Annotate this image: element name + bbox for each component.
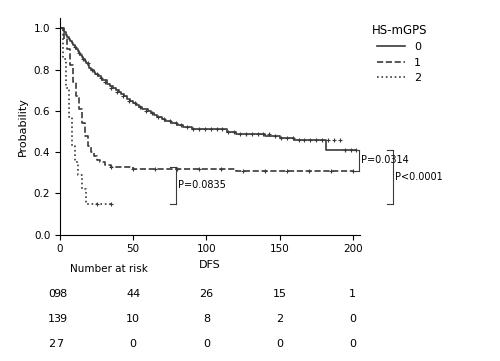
Text: Number at risk: Number at risk — [70, 264, 148, 274]
Text: P=0.0835: P=0.0835 — [178, 180, 226, 190]
Text: 0: 0 — [349, 339, 356, 349]
Text: 8: 8 — [203, 314, 210, 324]
Text: P=0.0314: P=0.0314 — [361, 155, 409, 165]
Text: 7: 7 — [56, 339, 64, 349]
Y-axis label: Probability: Probability — [18, 97, 28, 156]
Text: 44: 44 — [126, 289, 140, 299]
Text: 0: 0 — [130, 339, 136, 349]
Text: 2: 2 — [276, 314, 283, 324]
Text: 39: 39 — [53, 314, 67, 324]
X-axis label: DFS: DFS — [199, 260, 221, 270]
Text: 1: 1 — [48, 314, 55, 324]
Text: 98: 98 — [53, 289, 67, 299]
Text: 0: 0 — [349, 314, 356, 324]
Text: 26: 26 — [200, 289, 213, 299]
Text: P<0.0001: P<0.0001 — [395, 172, 443, 182]
Text: 10: 10 — [126, 314, 140, 324]
Text: 2: 2 — [48, 339, 55, 349]
Text: 0: 0 — [276, 339, 283, 349]
Text: 15: 15 — [272, 289, 286, 299]
Text: 1: 1 — [349, 289, 356, 299]
Legend: 0, 1, 2: 0, 1, 2 — [372, 23, 427, 83]
Text: 0: 0 — [48, 289, 55, 299]
Text: 0: 0 — [203, 339, 210, 349]
